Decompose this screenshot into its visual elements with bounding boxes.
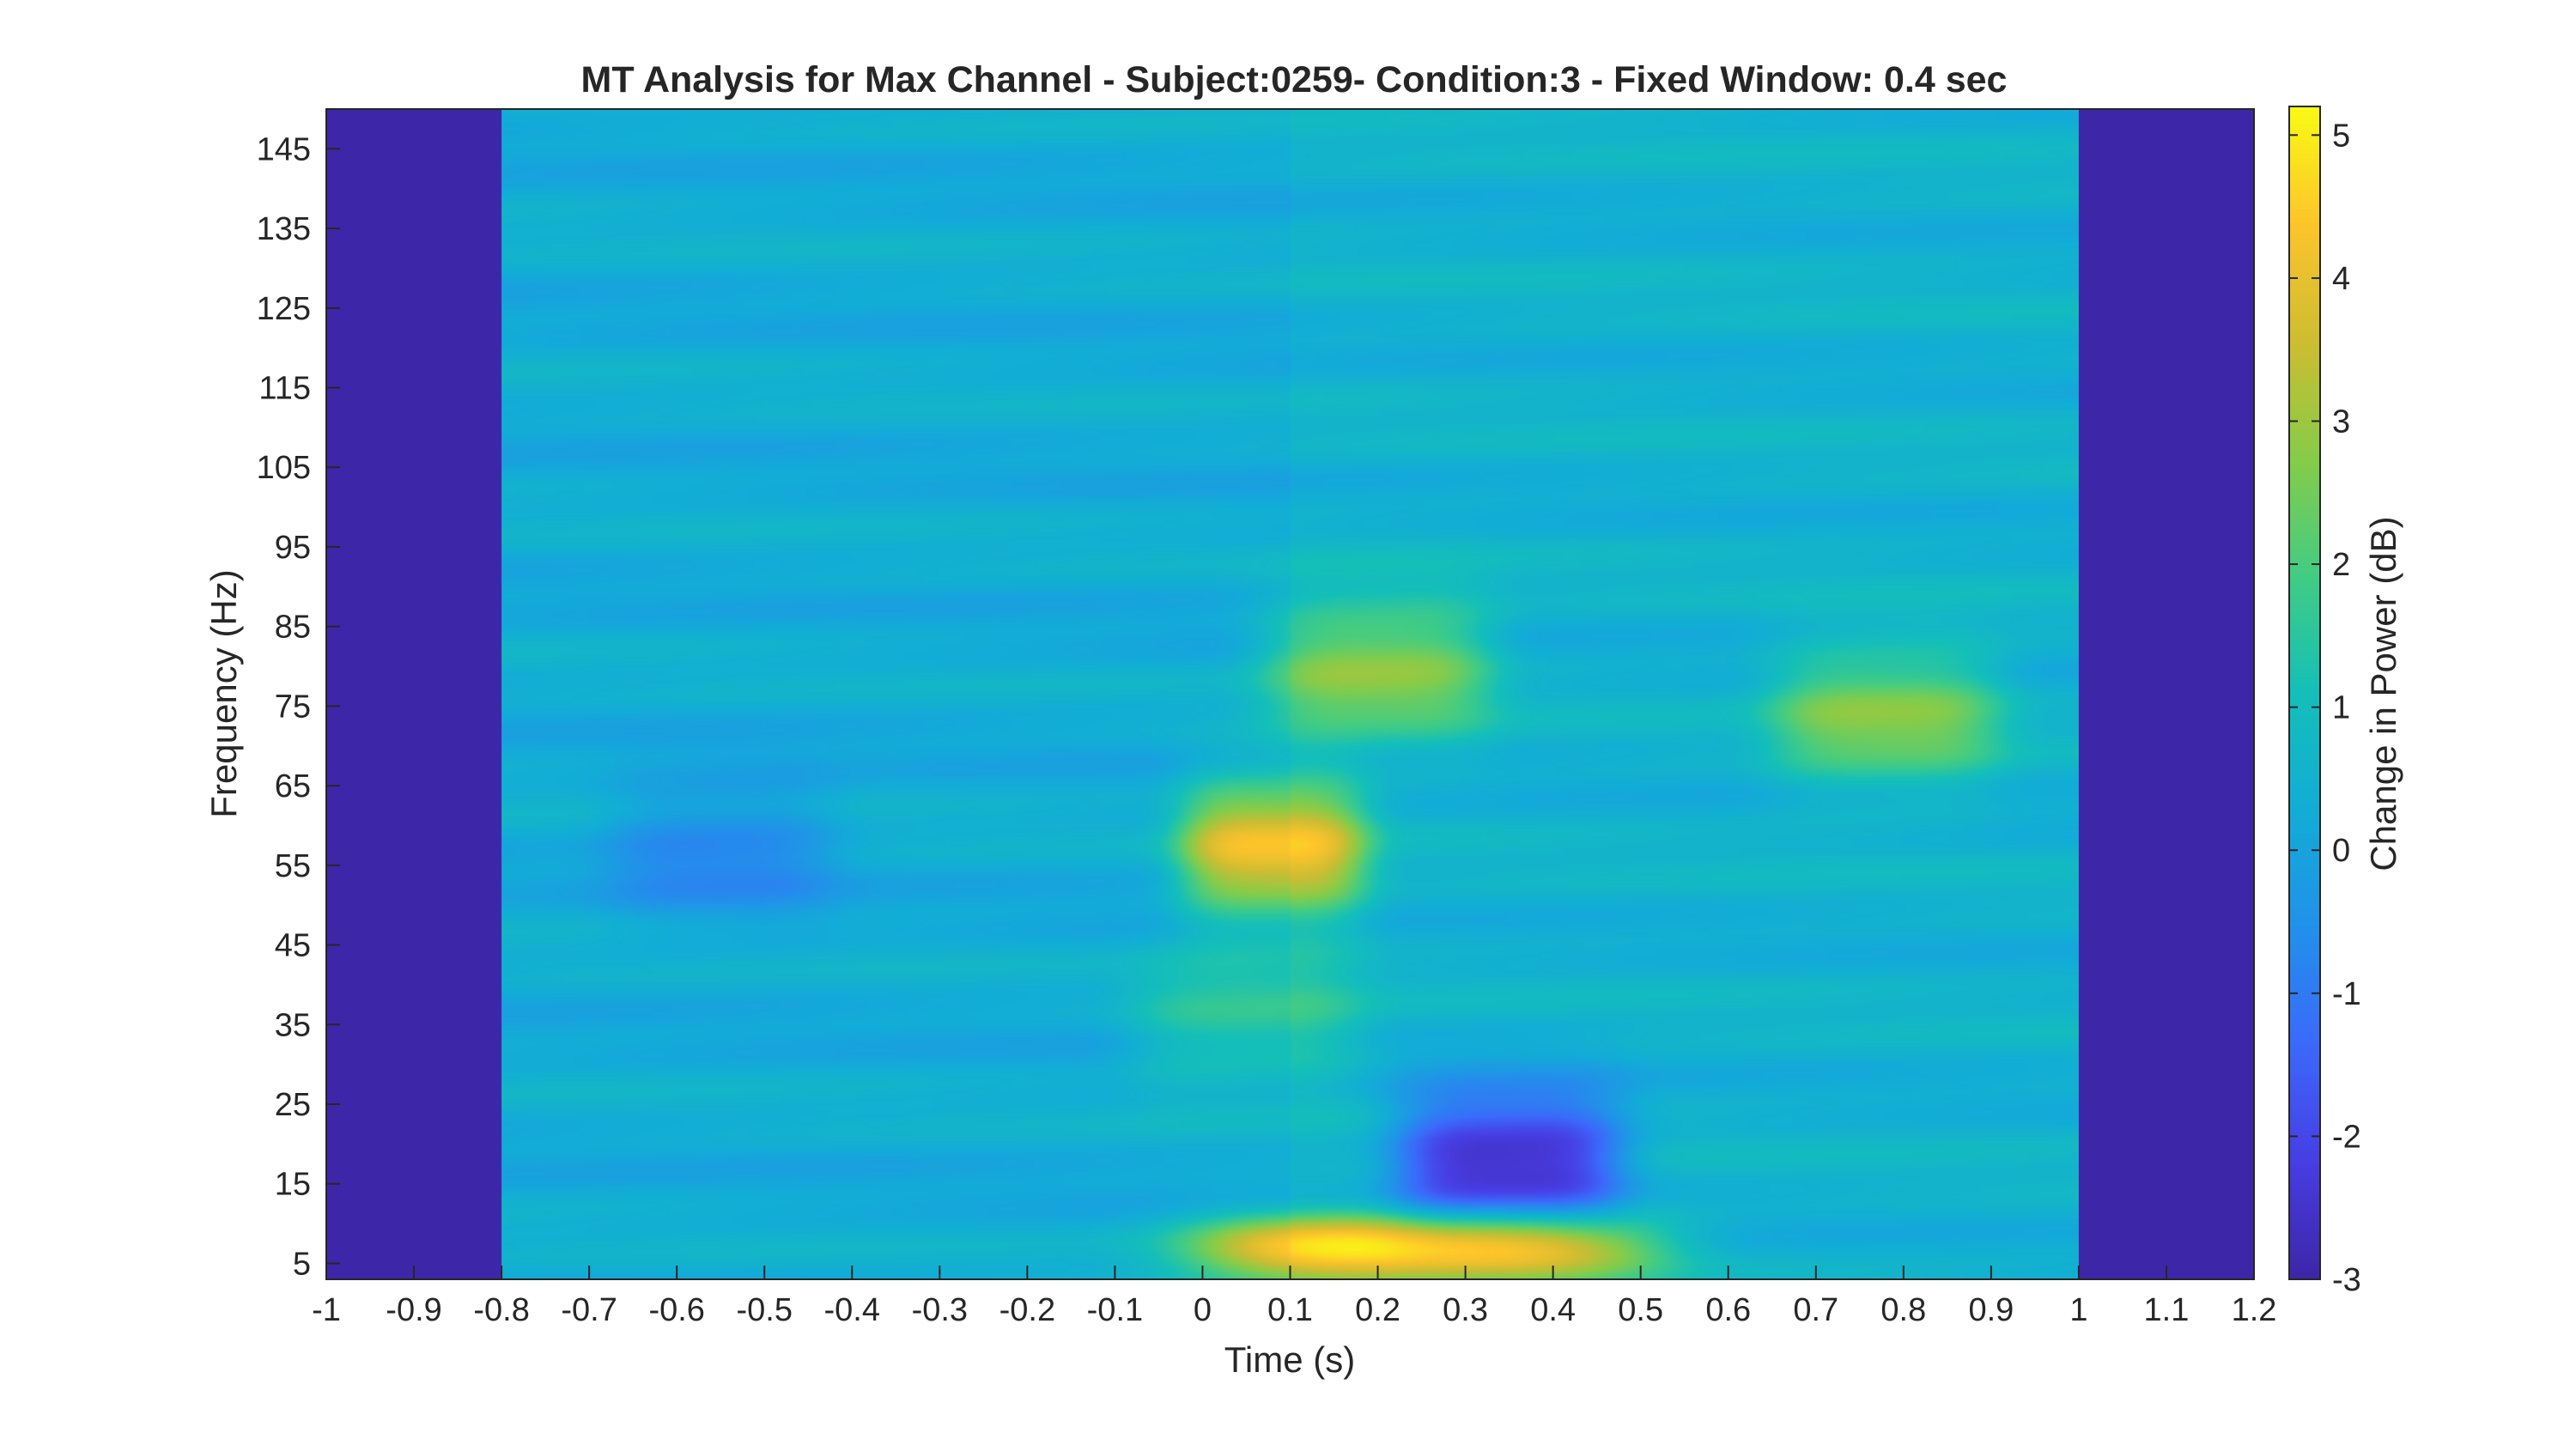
chart-title: MT Analysis for Max Channel - Subject:02… (581, 59, 2008, 100)
colorbar-tick-label: 4 (2332, 261, 2350, 297)
x-tick-label: 0.4 (1530, 1292, 1576, 1328)
colorbar-tick-label: -1 (2332, 976, 2361, 1012)
colorbar-tick-label: 5 (2332, 118, 2350, 154)
y-axis-ticks: 5 15 25 35 45 55 65 75 85 95 105 115 125 135 145 (257, 131, 340, 1282)
y-tick-label: 55 (275, 848, 311, 884)
y-tick-label: 145 (257, 131, 311, 167)
plot-area (325, 108, 2255, 1280)
x-tick-label: 0.8 (1880, 1292, 1926, 1328)
colorbar-ticks: -3 -2 -1 0 1 2 3 4 5 (2289, 118, 2361, 1298)
y-tick-label: 35 (275, 1007, 311, 1043)
x-tick-label: -0.3 (912, 1292, 968, 1328)
x-tick-label: 0.2 (1355, 1292, 1400, 1328)
x-axis-label: Time (s) (1224, 1339, 1355, 1380)
y-tick-label: 85 (275, 610, 311, 646)
heatmap-image (501, 109, 2079, 1279)
y-tick-label: 95 (275, 530, 311, 566)
x-tick-label: 0 (1194, 1292, 1212, 1328)
x-tick-label: -0.7 (561, 1292, 617, 1328)
x-tick-label: 1.1 (2144, 1292, 2190, 1328)
x-tick-label: -0.6 (648, 1292, 704, 1328)
colorbar: -3 -2 -1 0 1 2 3 4 5 (2288, 106, 2361, 1298)
x-tick-label: 0.3 (1443, 1292, 1488, 1328)
y-axis-label: Frequency (Hz) (204, 569, 244, 817)
x-tick-label: -0.5 (736, 1292, 792, 1328)
y-tick-label: 5 (293, 1246, 311, 1282)
colorbar-label: Change in Power (dB) (2363, 516, 2403, 871)
x-tick-label: 0.9 (1968, 1292, 2014, 1328)
x-tick-label: 0.1 (1267, 1292, 1313, 1328)
x-tick-label: -0.9 (386, 1292, 441, 1328)
y-tick-label: 105 (257, 450, 311, 486)
y-tick-label: 115 (258, 371, 311, 407)
x-tick-label: -0.4 (824, 1292, 880, 1328)
colorbar-tick-label: 2 (2332, 547, 2350, 583)
y-tick-label: 45 (275, 928, 311, 964)
y-tick-label: 65 (275, 768, 311, 805)
x-tick-label: 0.6 (1705, 1292, 1751, 1328)
colorbar-gradient (2289, 106, 2320, 1279)
colorbar-frame (2288, 106, 2321, 1280)
x-tick-label: -0.1 (1087, 1292, 1143, 1328)
colorbar-tick-label: 3 (2332, 404, 2350, 440)
colorbar-tick-label: -2 (2332, 1119, 2361, 1155)
x-tick-label: 1 (2069, 1292, 2087, 1328)
y-tick-label: 125 (257, 291, 311, 327)
colorbar-tick-label: -3 (2332, 1262, 2361, 1298)
y-tick-label: 15 (275, 1167, 311, 1203)
x-axis-ticks: -1 -0.9 -0.8 -0.7 -0.6 -0.5 -0.4 -0.3 -0.2 -0.1 0 0… (312, 1266, 2276, 1328)
x-tick-label: 0.7 (1793, 1292, 1838, 1328)
x-tick-label: -0.2 (999, 1292, 1055, 1328)
colorbar-tick-label: 0 (2332, 833, 2350, 869)
x-tick-label: -1 (312, 1292, 341, 1328)
x-tick-label: -0.8 (473, 1292, 529, 1328)
x-tick-label: 1.2 (2232, 1292, 2277, 1328)
y-tick-label: 75 (275, 689, 311, 725)
y-tick-label: 25 (275, 1087, 311, 1123)
y-tick-label: 135 (257, 211, 311, 247)
colorbar-tick-label: 1 (2332, 690, 2350, 726)
x-tick-label: 0.5 (1618, 1292, 1663, 1328)
